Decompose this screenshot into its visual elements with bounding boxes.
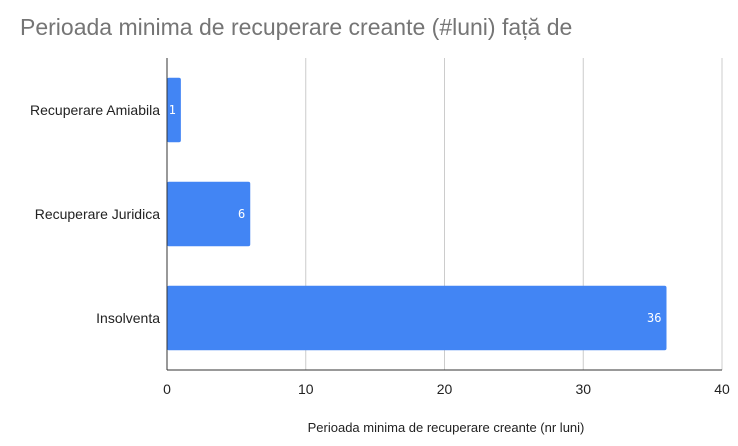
category-label-recuperare-amiabila: Recuperare Amiabila (30, 102, 160, 118)
bar-insolventa (167, 285, 667, 351)
axes: 0 10 20 30 40 Recuperare Amiabila Recuperare J… (30, 58, 730, 397)
x-tick-label-30: 30 (575, 381, 591, 397)
bar-recuperare-amiabila (167, 77, 181, 143)
x-tick-label-20: 20 (437, 381, 453, 397)
chart-title: Perioada minima de recuperare creante (#… (20, 14, 573, 40)
x-axis-title: Perioada minima de recuperare creante (n… (308, 420, 585, 435)
data-label-recuperare-amiabila: 1 (169, 103, 176, 117)
data-label-recuperare-juridica: 6 (238, 207, 245, 221)
bar-recuperare-juridica (167, 181, 251, 247)
x-tick-label-0: 0 (163, 381, 171, 397)
category-label-recuperare-juridica: Recuperare Juridica (35, 206, 160, 222)
x-tick-label-10: 10 (298, 381, 314, 397)
category-label-insolventa: Insolventa (96, 310, 160, 326)
data-label-insolventa: 36 (647, 311, 661, 325)
x-tick-label-40: 40 (714, 381, 730, 397)
